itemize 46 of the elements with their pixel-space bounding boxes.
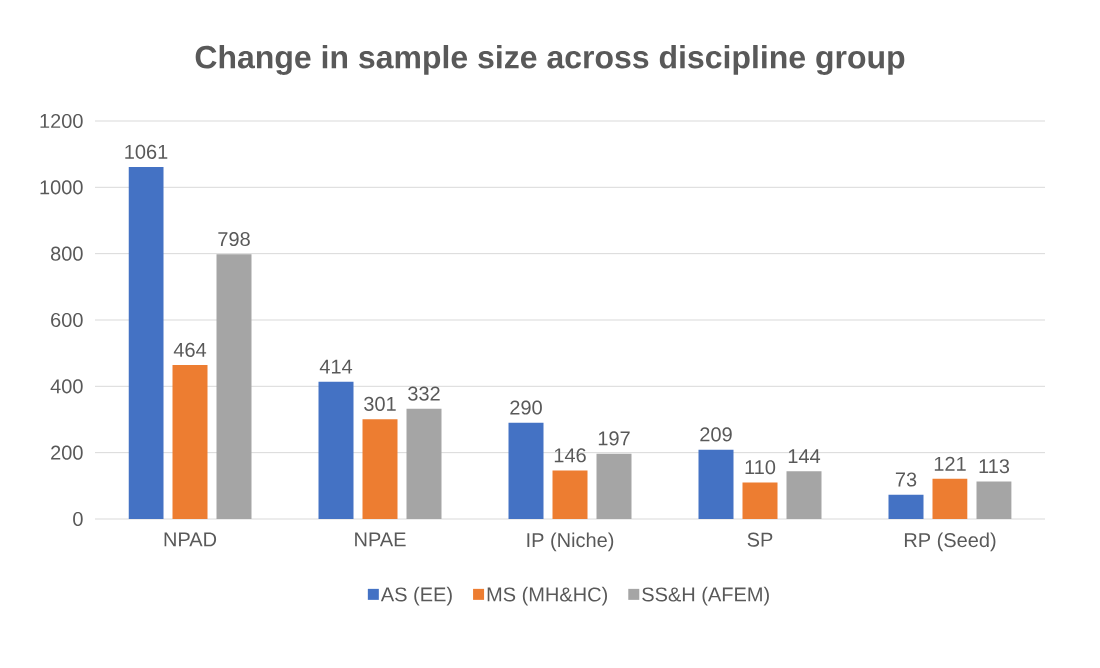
data-label: 146 [554,448,586,463]
data-label: 464 [173,342,207,357]
x-tick-label: NPAD [164,532,217,547]
data-label: 209 [700,427,732,442]
x-tick-label: NPAE [355,532,406,547]
bar [552,470,588,519]
legend-label: MS (MH&HC) [487,586,608,606]
data-label: 110 [745,460,776,475]
y-tick-label: 400 [50,379,83,394]
data-label: 197 [598,431,630,446]
bar [128,167,164,519]
bar [508,422,544,519]
legend-label: SS&H (AFEM) [642,586,769,606]
data-label: 144 [788,449,821,464]
bar [742,482,778,519]
data-label: 332 [408,386,440,401]
bar [888,494,924,519]
bar [932,478,968,519]
bar [786,471,822,519]
bar [698,449,734,519]
data-label: 113 [979,459,1010,474]
x-tick-label: SP [747,532,773,547]
y-tick-label: 600 [51,312,83,328]
bar [596,453,632,519]
bar [318,381,354,519]
y-tick-label: 1000 [40,180,83,195]
data-label: 798 [218,231,250,247]
data-label: 1061 [125,144,168,159]
chart-title: Change in sample size across discipline group [195,45,905,75]
bar [976,481,1012,519]
x-tick-label: IP (Niche) [527,532,614,552]
bar [172,365,208,519]
bar [362,419,398,519]
legend-label: AS (EE) [380,586,452,606]
data-label: 290 [510,400,542,415]
y-tick-label: 1200 [40,113,83,129]
data-label: 414 [319,359,353,374]
y-tick-label: 800 [50,246,83,261]
bar [216,254,252,519]
y-tick-label: 200 [51,445,83,460]
x-tick-label: RP (Seed) [904,532,996,552]
data-label: 301 [364,396,396,411]
data-label: 121 [934,456,966,471]
bar [406,408,442,519]
data-label: 73 [895,472,917,487]
y-tick-label: 0 [73,511,83,527]
